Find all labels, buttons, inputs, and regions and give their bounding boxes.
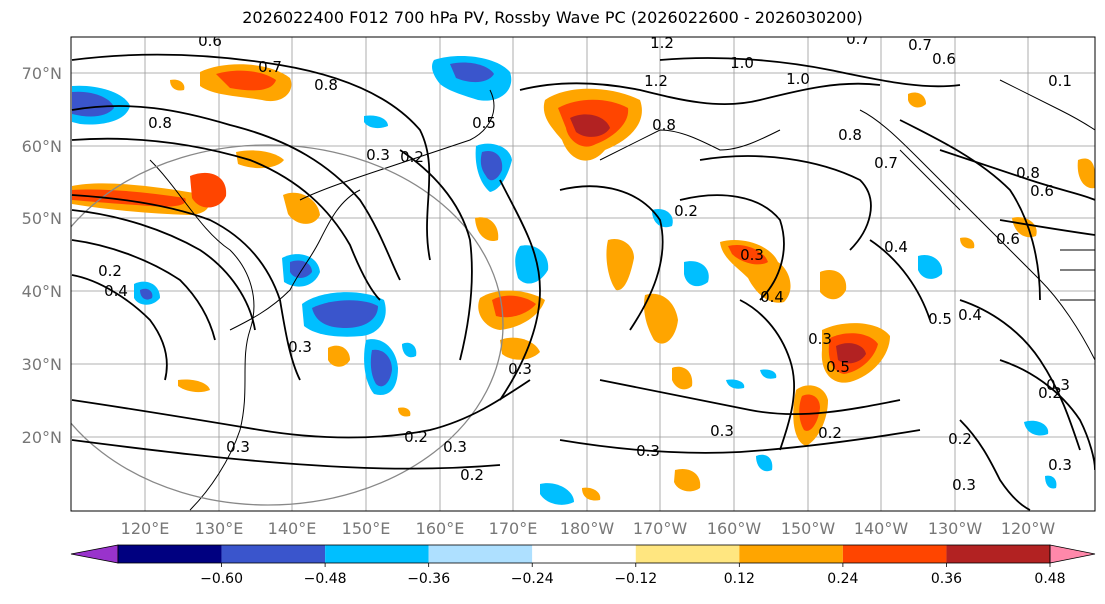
- longitude-label: 160°W: [707, 519, 762, 538]
- longitude-label: 180°W: [560, 519, 615, 538]
- colorbar-segment: [946, 545, 1050, 563]
- contour-label: 0.8: [838, 126, 862, 144]
- contour-label: 0.8: [652, 116, 676, 134]
- latitude-label: 50°N: [22, 209, 62, 228]
- contour-label: 0.7: [258, 58, 282, 76]
- colorbar-tick-label: 0.48: [1034, 571, 1065, 587]
- contour-label: 0.3: [288, 338, 312, 356]
- contour-label: 0.3: [226, 438, 250, 456]
- contour-label: 0.3: [1048, 456, 1072, 474]
- longitude-label: 120°E: [121, 519, 170, 538]
- contour-label: 0.3: [1046, 376, 1070, 394]
- contour-label: 0.6: [1030, 182, 1054, 200]
- contour-label: 0.3: [508, 360, 532, 378]
- colorbar: −0.60 −0.48 −0.36 −0.24 −0.12 0.12 0.24 0.36 0.4…: [70, 544, 1096, 587]
- great-circle-ring: [71, 144, 504, 506]
- longitude-label: 160°E: [416, 519, 465, 538]
- latitude-label: 70°N: [22, 64, 62, 83]
- contour-label: 0.3: [636, 442, 660, 460]
- contour-label: 0.2: [98, 262, 122, 280]
- contour-label: 0.6: [932, 50, 956, 68]
- contour-label: 0.8: [314, 76, 338, 94]
- contour-label: 0.7: [908, 36, 932, 54]
- longitude-label: 140°W: [854, 519, 909, 538]
- contour-label: 0.2: [400, 148, 424, 166]
- latitude-label: 20°N: [22, 428, 62, 447]
- longitude-label: 140°E: [268, 519, 317, 538]
- colorbar-tick-label: −0.12: [614, 571, 657, 587]
- colorbar-segment: [739, 545, 843, 563]
- negative-anomaly-patches: [72, 56, 1057, 505]
- contour-label: 0.5: [472, 114, 496, 132]
- longitude-label: 130°E: [195, 519, 244, 538]
- pv-contours: [71, 53, 1095, 511]
- contour-label: 0.4: [760, 288, 784, 306]
- contour-label: 0.1: [1048, 72, 1072, 90]
- colorbar-extension-high: [1049, 544, 1096, 564]
- contour-label: 0.3: [443, 438, 467, 456]
- contour-label: 0.6: [198, 32, 222, 50]
- colorbar-segment: [842, 545, 947, 563]
- contour-label: 0.4: [104, 282, 128, 300]
- latitude-label: 30°N: [22, 355, 62, 374]
- contour-label: 0.5: [928, 310, 952, 328]
- contour-label: 1.2: [650, 34, 674, 52]
- longitude-label: 170°W: [633, 519, 688, 538]
- colorbar-tick-label: −0.48: [304, 571, 347, 587]
- contour-label: 0.7: [846, 30, 870, 48]
- colorbar-extension-low: [70, 544, 119, 564]
- contour-label: 0.2: [674, 202, 698, 220]
- contour-label: 0.2: [404, 428, 428, 446]
- contour-label: 0.2: [1038, 384, 1062, 402]
- colorbar-segment: [118, 545, 222, 563]
- contour-label: 1.0: [730, 54, 754, 72]
- longitude-label: 130°W: [928, 519, 983, 538]
- colorbar-tick-label: −0.36: [407, 571, 450, 587]
- longitude-label: 150°W: [781, 519, 836, 538]
- latitude-label: 40°N: [22, 282, 62, 301]
- contour-label: 0.8: [1016, 164, 1040, 182]
- longitude-labels: 120°E 130°E 140°E 150°E 160°E 170°E 180°W 170°W…: [121, 519, 1056, 538]
- longitude-label: 170°E: [489, 519, 538, 538]
- contour-label: 0.3: [366, 146, 390, 164]
- contour-label: 0.3: [952, 476, 976, 494]
- contour-label: 1.2: [644, 72, 668, 90]
- colorbar-tick-label: 0.12: [724, 571, 755, 587]
- contour-labels: 0.60.70.81.21.01.00.70.8 0.50.3 0.20.81.20…: [98, 30, 1072, 494]
- colorbar-tick-label: −0.60: [200, 571, 243, 587]
- pv-anomaly-shading: [72, 56, 1095, 505]
- contour-label: 0.2: [948, 430, 972, 448]
- coastlines: [149, 79, 1095, 511]
- contour-label: 0.3: [808, 330, 832, 348]
- contour-label: 0.6: [996, 230, 1020, 248]
- colorbar-tick-label: −0.24: [511, 571, 554, 587]
- map-panel: 0.60.70.81.21.01.00.70.8 0.50.3 0.20.81.20…: [70, 30, 1096, 512]
- contour-label: 0.7: [874, 154, 898, 172]
- map-title: 2026022400 F012 700 hPa PV, Rossby Wave …: [242, 8, 863, 27]
- longitude-label: 120°W: [1001, 519, 1056, 538]
- colorbar-tick-label: 0.36: [931, 571, 962, 587]
- colorbar-tick-label: 0.24: [827, 571, 858, 587]
- colorbar-frame: [117, 544, 1051, 564]
- latitude-labels: 70°N 60°N 50°N 40°N 30°N 20°N: [22, 64, 62, 447]
- contour-label: 0.3: [710, 422, 734, 440]
- contour-label: 0.4: [958, 306, 982, 324]
- map-frame: [70, 36, 1096, 512]
- colorbar-segment: [221, 545, 326, 563]
- contour-label: 0.2: [460, 466, 484, 484]
- contour-label: 0.8: [148, 114, 172, 132]
- contour-label: 1.0: [786, 70, 810, 88]
- colorbar-segment: [325, 545, 429, 563]
- contour-label: 0.4: [884, 238, 908, 256]
- colorbar-segment: [635, 545, 740, 563]
- contour-label: 0.5: [826, 358, 850, 376]
- longitude-label: 150°E: [342, 519, 391, 538]
- colorbar-segment: [428, 545, 533, 563]
- contour-label: 0.3: [740, 246, 764, 264]
- contour-label: 0.2: [818, 424, 842, 442]
- colorbar-segment: [532, 545, 636, 563]
- latitude-label: 60°N: [22, 137, 62, 156]
